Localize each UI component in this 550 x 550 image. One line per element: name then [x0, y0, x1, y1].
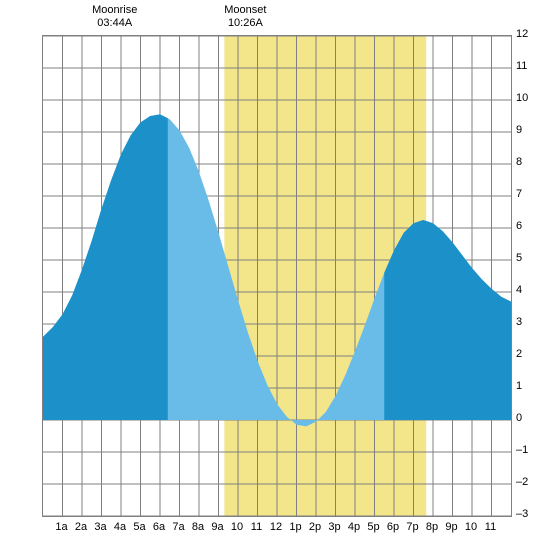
y-tick-label: 7 — [516, 188, 544, 200]
moonrise-label: Moonrise — [85, 4, 145, 17]
x-tick-label: 6a — [149, 521, 169, 533]
y-tick-label: 9 — [516, 124, 544, 136]
moonrise-annotation: Moonrise03:44A — [85, 4, 145, 30]
x-tick-label: 10 — [461, 521, 481, 533]
x-tick-label: 2p — [305, 521, 325, 533]
tide-chart — [42, 35, 512, 517]
y-tick-label: –3 — [516, 508, 544, 520]
x-tick-label: 1a — [52, 521, 72, 533]
moonrise-time: 03:44A — [85, 17, 145, 30]
x-tick-label: 7a — [169, 521, 189, 533]
moonset-annotation: Moonset10:26A — [215, 4, 275, 30]
moonset-label: Moonset — [215, 4, 275, 17]
x-tick-label: 4a — [110, 521, 130, 533]
x-tick-label: 8p — [422, 521, 442, 533]
x-tick-label: 5p — [364, 521, 384, 533]
y-tick-label: 3 — [516, 316, 544, 328]
y-tick-label: 1 — [516, 380, 544, 392]
y-tick-label: –1 — [516, 444, 544, 456]
x-tick-label: 9p — [442, 521, 462, 533]
y-tick-label: 10 — [516, 92, 544, 104]
x-tick-label: 7p — [403, 521, 423, 533]
y-tick-label: 5 — [516, 252, 544, 264]
x-tick-label: 3p — [325, 521, 345, 533]
y-tick-label: 2 — [516, 348, 544, 360]
x-tick-label: 10 — [227, 521, 247, 533]
y-tick-label: 11 — [516, 60, 544, 72]
x-tick-label: 6p — [383, 521, 403, 533]
x-tick-label: 1p — [286, 521, 306, 533]
y-tick-label: 6 — [516, 220, 544, 232]
y-tick-label: 0 — [516, 412, 544, 424]
x-tick-label: 12 — [266, 521, 286, 533]
x-tick-label: 9a — [208, 521, 228, 533]
x-tick-label: 2a — [71, 521, 91, 533]
x-tick-label: 4p — [344, 521, 364, 533]
y-tick-label: 12 — [516, 28, 544, 40]
x-tick-label: 5a — [130, 521, 150, 533]
x-tick-label: 3a — [91, 521, 111, 533]
x-tick-label: 8a — [188, 521, 208, 533]
moonset-time: 10:26A — [215, 17, 275, 30]
y-tick-label: 4 — [516, 284, 544, 296]
x-tick-label: 11 — [481, 521, 501, 533]
y-tick-label: –2 — [516, 476, 544, 488]
x-tick-label: 11 — [247, 521, 267, 533]
y-tick-label: 8 — [516, 156, 544, 168]
